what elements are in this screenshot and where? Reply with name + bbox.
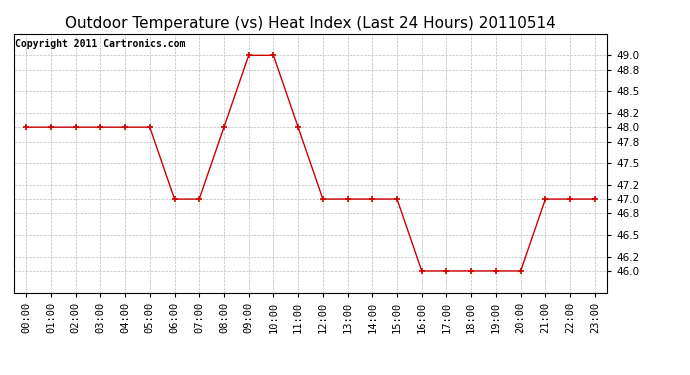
Text: Copyright 2011 Cartronics.com: Copyright 2011 Cartronics.com (15, 39, 186, 49)
Title: Outdoor Temperature (vs) Heat Index (Last 24 Hours) 20110514: Outdoor Temperature (vs) Heat Index (Las… (65, 16, 556, 31)
